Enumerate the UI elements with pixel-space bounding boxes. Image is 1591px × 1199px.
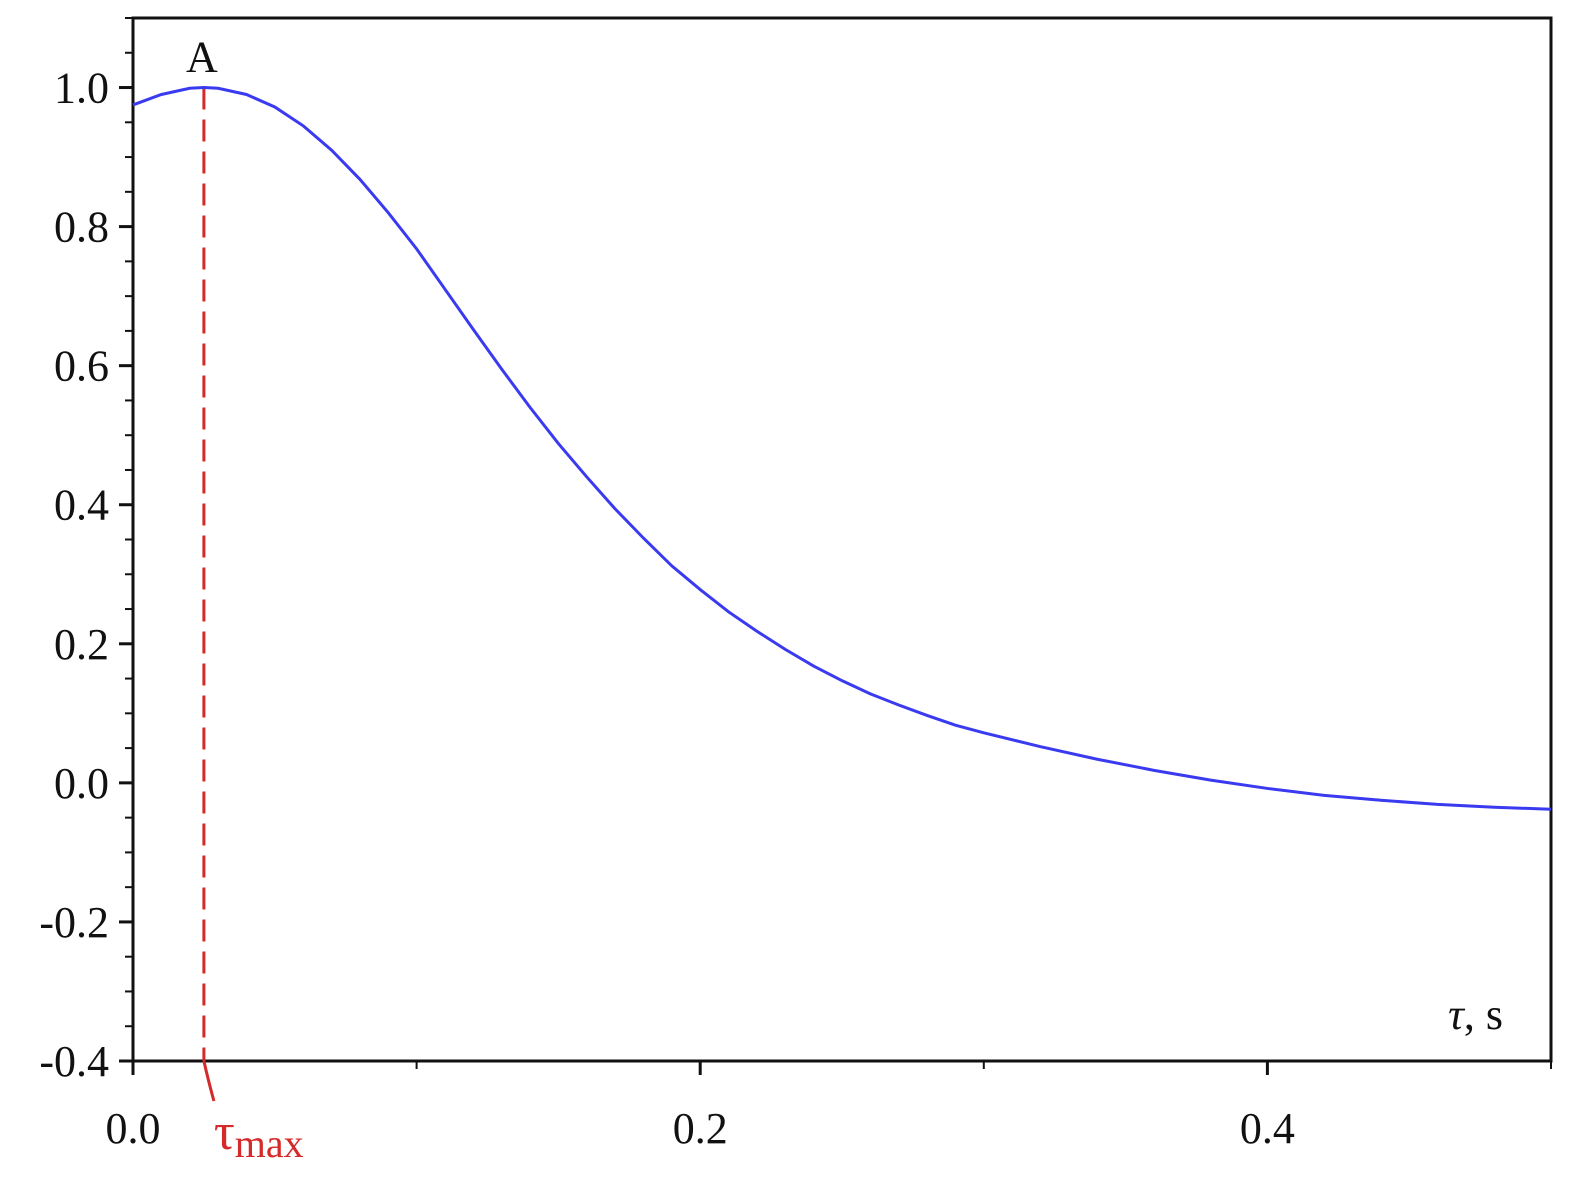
x-tick-label: 0.4: [1240, 1104, 1295, 1153]
x-axis-title-unit: , s: [1464, 990, 1503, 1039]
plot-frame: [131, 16, 1553, 1063]
y-tick-label: 0.2: [54, 620, 109, 669]
y-tick-label: 0.6: [54, 342, 109, 391]
y-tick-label: 0.8: [54, 203, 109, 252]
y-tick-label: 0.4: [54, 481, 109, 530]
y-tick-label: 0.0: [54, 759, 109, 808]
tau-max-symbol: τ: [214, 1104, 235, 1161]
y-axis-ticks: [119, 17, 133, 1063]
y-tick-label: -0.4: [39, 1037, 109, 1086]
x-axis-title: τ, s: [1448, 990, 1503, 1039]
x-tick-label: 0.2: [673, 1104, 728, 1153]
x-tick-label: 0.0: [106, 1104, 161, 1153]
y-tick-label: 1.0: [54, 64, 109, 113]
peak-label-a: A: [186, 33, 218, 82]
y-axis-tick-labels: -0.4 -0.2 0.0 0.2 0.4 0.6 0.8 1.0: [39, 64, 109, 1086]
y-tick-label: -0.2: [39, 898, 109, 947]
tau-max-label: τmax: [214, 1104, 304, 1166]
series-line: [132, 86, 1552, 811]
x-axis-title-symbol: τ: [1448, 990, 1466, 1039]
tau-max-leader-line: [202, 1060, 216, 1102]
x-axis-tick-labels: 0.0 0.2 0.4: [106, 1104, 1295, 1153]
x-axis-ticks: [131, 1061, 1552, 1075]
tau-max-subscript: max: [235, 1121, 304, 1166]
